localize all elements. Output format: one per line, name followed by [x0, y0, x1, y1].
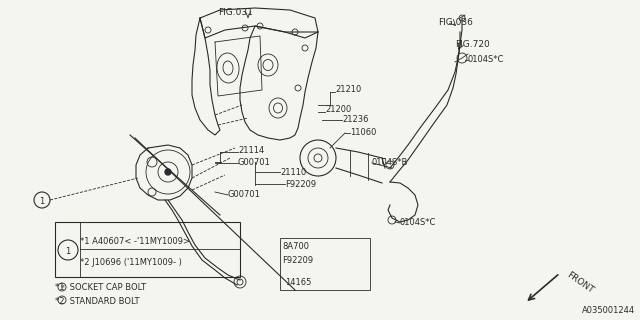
Text: 21200: 21200 [325, 105, 351, 114]
Text: F92209: F92209 [285, 180, 316, 189]
Text: 1: 1 [40, 196, 45, 205]
Text: *1 A40607< -'11MY1009>: *1 A40607< -'11MY1009> [80, 237, 190, 246]
Text: FRONT: FRONT [565, 270, 595, 295]
Text: 14165: 14165 [285, 278, 312, 287]
Circle shape [165, 169, 171, 175]
Text: 0104S*B: 0104S*B [372, 158, 408, 167]
Text: FIG.036: FIG.036 [438, 18, 473, 27]
Text: 21110: 21110 [280, 168, 307, 177]
Text: 21114: 21114 [238, 146, 264, 155]
Bar [280, 238, 370, 290]
Text: 1: 1 [65, 246, 70, 255]
Text: A035001244: A035001244 [582, 306, 635, 315]
Text: 0104S*C: 0104S*C [400, 218, 436, 227]
Text: 8A700: 8A700 [282, 242, 309, 251]
Text: M: M [60, 285, 64, 289]
Text: 21236: 21236 [342, 115, 369, 124]
Text: 21210: 21210 [335, 85, 361, 94]
Text: G00701: G00701 [228, 190, 261, 199]
Text: 11060: 11060 [350, 128, 376, 137]
Text: F92209: F92209 [282, 256, 313, 265]
Text: G00701: G00701 [238, 158, 271, 167]
Text: *1  SOCKET CAP BOLT: *1 SOCKET CAP BOLT [55, 283, 146, 292]
Bar [55, 222, 240, 277]
Text: 0104S*C: 0104S*C [468, 55, 504, 64]
Text: FIG.720: FIG.720 [455, 40, 490, 49]
Text: *2  STANDARD BOLT: *2 STANDARD BOLT [55, 297, 140, 306]
Text: *2 J10696 ('11MY1009- ): *2 J10696 ('11MY1009- ) [80, 258, 182, 267]
Text: FIG.031: FIG.031 [218, 8, 253, 17]
